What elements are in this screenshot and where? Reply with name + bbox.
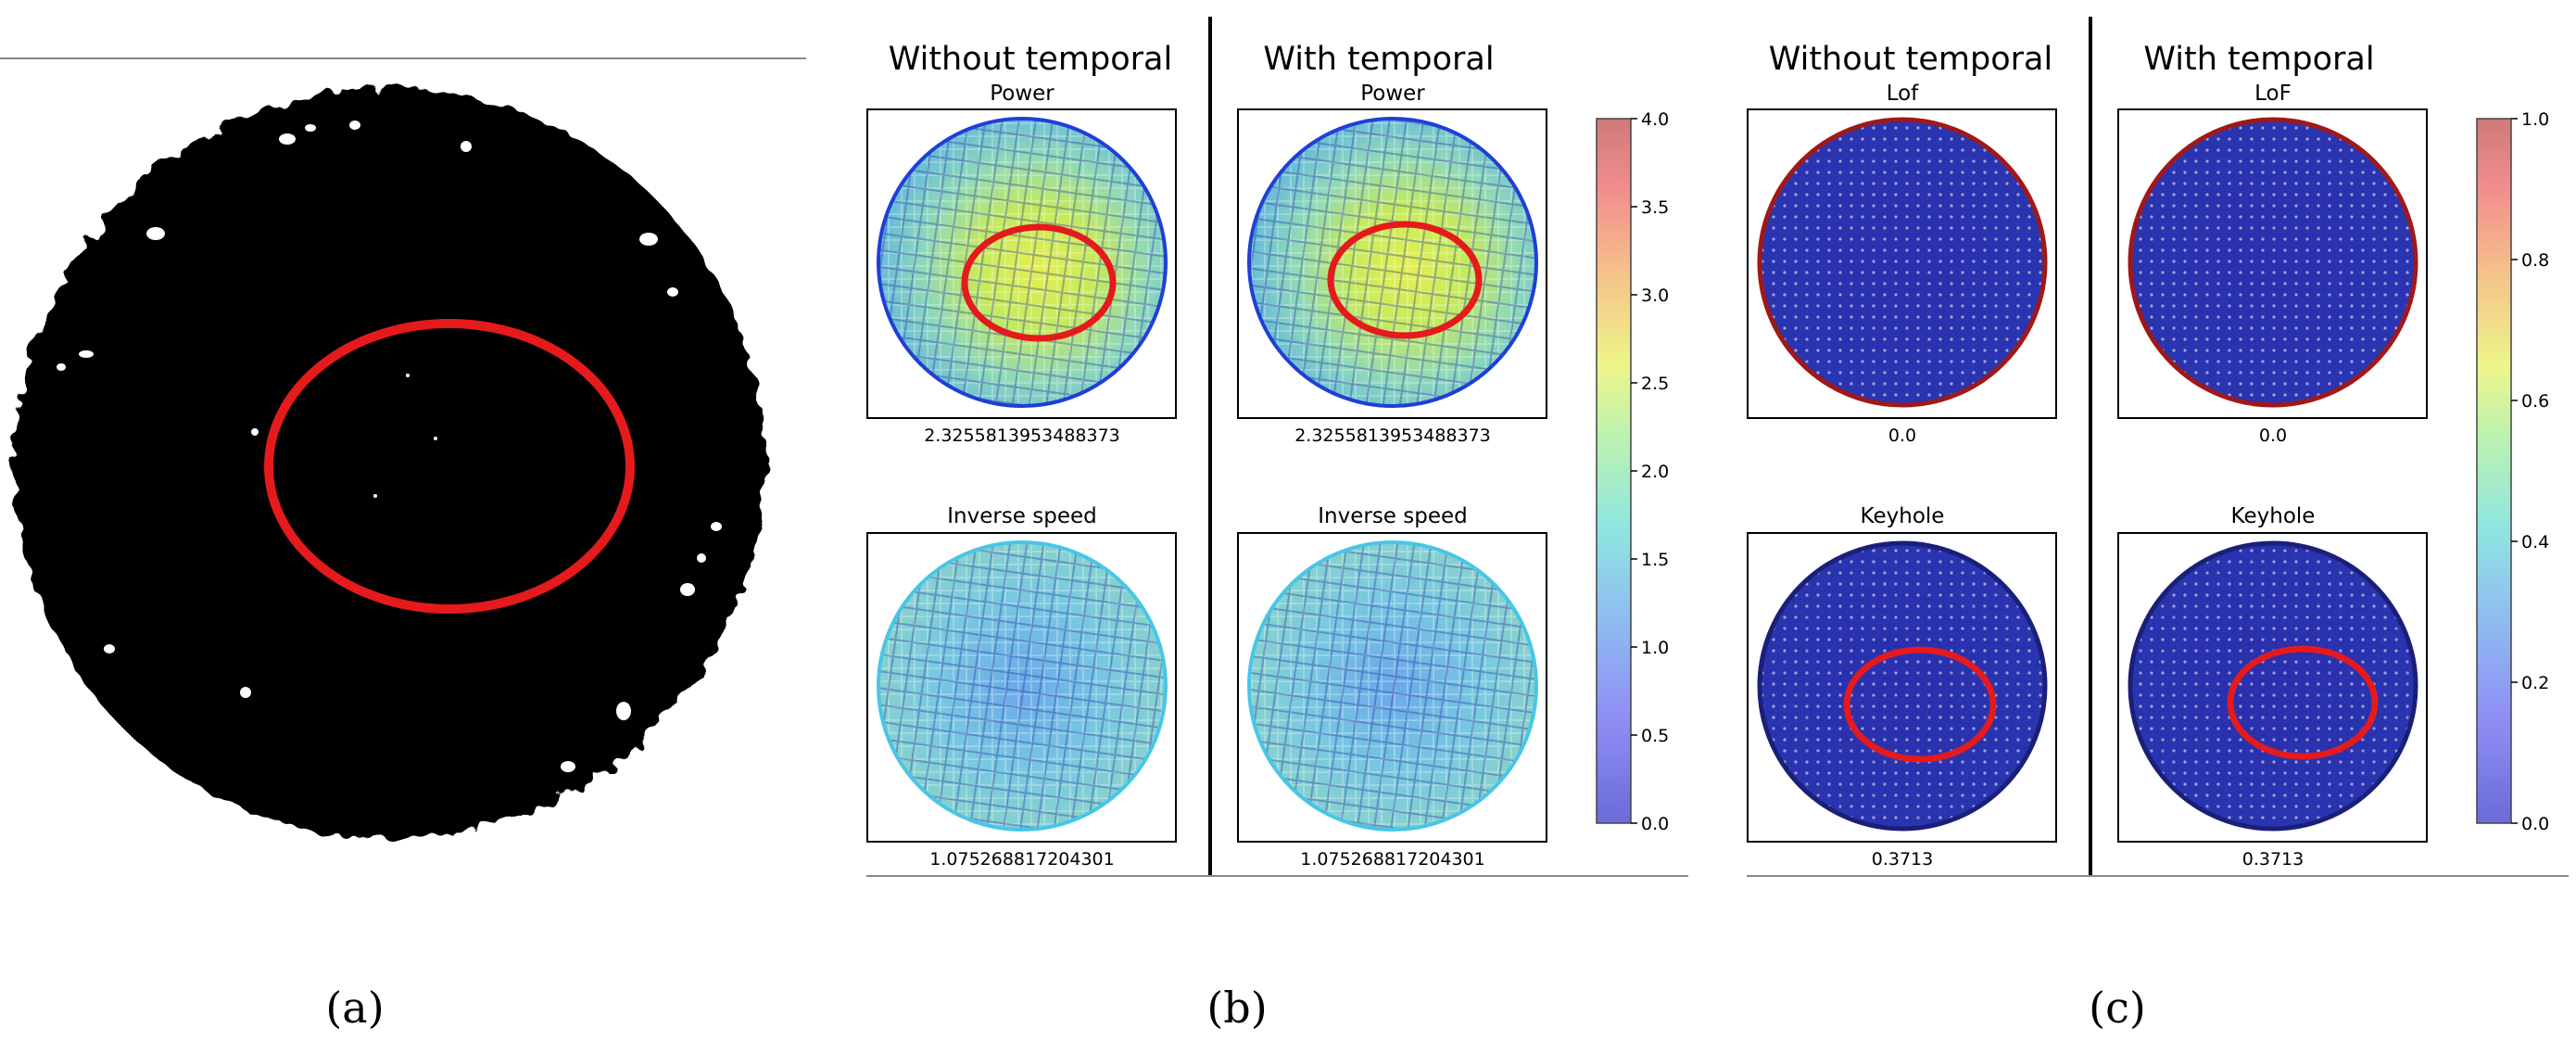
colorbar-tick-label: 0.0 xyxy=(1641,814,1669,834)
header-with-temporal: With temporal xyxy=(2143,41,2374,78)
colorbar-ticks: 0.0 0.5 1.0 1.5 2.0 2.5 3.0 3.5 4.0 xyxy=(1631,109,1669,834)
map-title: Keyhole xyxy=(1861,504,1945,528)
colorbar-tick-label: 2.0 xyxy=(1641,462,1669,482)
map-value: 0.0 xyxy=(2259,425,2287,446)
colorbar-tick-label: 0.4 xyxy=(2521,532,2549,552)
map-title: LoF xyxy=(2254,82,2292,106)
colorbar-tick-label: 1.5 xyxy=(1641,550,1669,570)
colorbar-tick-label: 0.5 xyxy=(1641,726,1669,746)
map-value: 1.075268817204301 xyxy=(929,849,1114,870)
map-frame xyxy=(1237,108,1547,419)
map-value: 0.3713 xyxy=(1872,849,1933,870)
colorbar-tick-label: 4.0 xyxy=(1641,109,1669,130)
panel-b: Without temporal With temporal Power 2.3… xyxy=(866,17,1688,1033)
highlight-ring xyxy=(1843,646,1997,763)
map-value: 2.3255813953488373 xyxy=(1294,425,1491,446)
map-title: Power xyxy=(990,82,1054,106)
colorbar-tick-label: 2.5 xyxy=(1641,374,1669,394)
map-frame xyxy=(1747,532,2057,843)
colorbar-gradient xyxy=(1596,118,1632,824)
header-without-temporal: Without temporal xyxy=(889,41,1172,78)
map-lof-with: LoF 0.0 xyxy=(2117,82,2428,446)
colorbar-tick-label: 0.8 xyxy=(2521,250,2549,271)
colorbar-tick-label: 3.0 xyxy=(1641,286,1669,306)
colorbar-tick-label: 3.5 xyxy=(1641,197,1669,218)
highlight-ring xyxy=(2227,645,2379,760)
panel-a: (a) xyxy=(0,57,806,1033)
sub-label-c: (c) xyxy=(2089,983,2146,1033)
header-without-temporal: Without temporal xyxy=(1769,41,2052,78)
highlight-ring xyxy=(1327,221,1483,339)
highlight-ring xyxy=(961,223,1117,342)
map-power-without: Power 2.3255813953488373 xyxy=(866,82,1177,446)
sub-label-a: (a) xyxy=(325,983,384,1033)
map-value: 1.075268817204301 xyxy=(1300,849,1484,870)
header-with-temporal: With temporal xyxy=(1263,41,1494,78)
ct-disc-core xyxy=(28,102,751,825)
map-value: 0.0 xyxy=(1888,425,1916,446)
map-title: Inverse speed xyxy=(947,504,1097,528)
ct-scan-image xyxy=(14,88,764,839)
colorbar-c: 0.0 0.2 0.4 0.6 0.8 1.0 xyxy=(2476,109,2549,834)
colorbar-b: 0.0 0.5 1.0 1.5 2.0 2.5 3.0 3.5 4.0 xyxy=(1596,109,1669,834)
colorbar-tick-label: 0.2 xyxy=(2521,673,2549,693)
map-title: Keyhole xyxy=(2231,504,2316,528)
colorbar-tick-label: 1.0 xyxy=(1641,638,1669,658)
panel-c: Without temporal With temporal Lof 0.0 K… xyxy=(1747,17,2569,1033)
map-frame xyxy=(2117,108,2428,419)
map-inverse-speed-without: Inverse speed 1.075268817204301 xyxy=(866,504,1177,870)
map-title: Lof xyxy=(1887,82,1919,106)
colorbar-ticks: 0.0 0.2 0.4 0.6 0.8 1.0 xyxy=(2511,109,2549,834)
colorbar-tick-label: 0.0 xyxy=(2521,814,2549,834)
sub-label-b: (b) xyxy=(1206,983,1267,1033)
map-lof-without: Lof 0.0 xyxy=(1747,82,2057,446)
map-frame xyxy=(2117,532,2428,843)
colorbar-tick-label: 0.6 xyxy=(2521,391,2549,412)
map-inverse-speed-with: Inverse speed 1.075268817204301 xyxy=(1237,504,1547,870)
map-frame xyxy=(866,108,1177,419)
colorbar-tick-label: 1.0 xyxy=(2521,109,2549,130)
ct-pores xyxy=(57,121,722,772)
map-value: 0.3713 xyxy=(2242,849,2304,870)
map-keyhole-with: Keyhole 0.3713 xyxy=(2117,504,2428,870)
map-keyhole-without: Keyhole 0.3713 xyxy=(1747,504,2057,870)
map-frame xyxy=(866,532,1177,843)
colorbar-gradient xyxy=(2476,118,2512,824)
map-title: Inverse speed xyxy=(1318,504,1468,528)
map-value: 2.3255813953488373 xyxy=(924,425,1120,446)
map-power-with: Power 2.3255813953488373 xyxy=(1237,82,1547,446)
map-frame xyxy=(1237,532,1547,843)
highlight-ring xyxy=(264,319,635,614)
map-title: Power xyxy=(1360,82,1425,106)
map-frame xyxy=(1747,108,2057,419)
